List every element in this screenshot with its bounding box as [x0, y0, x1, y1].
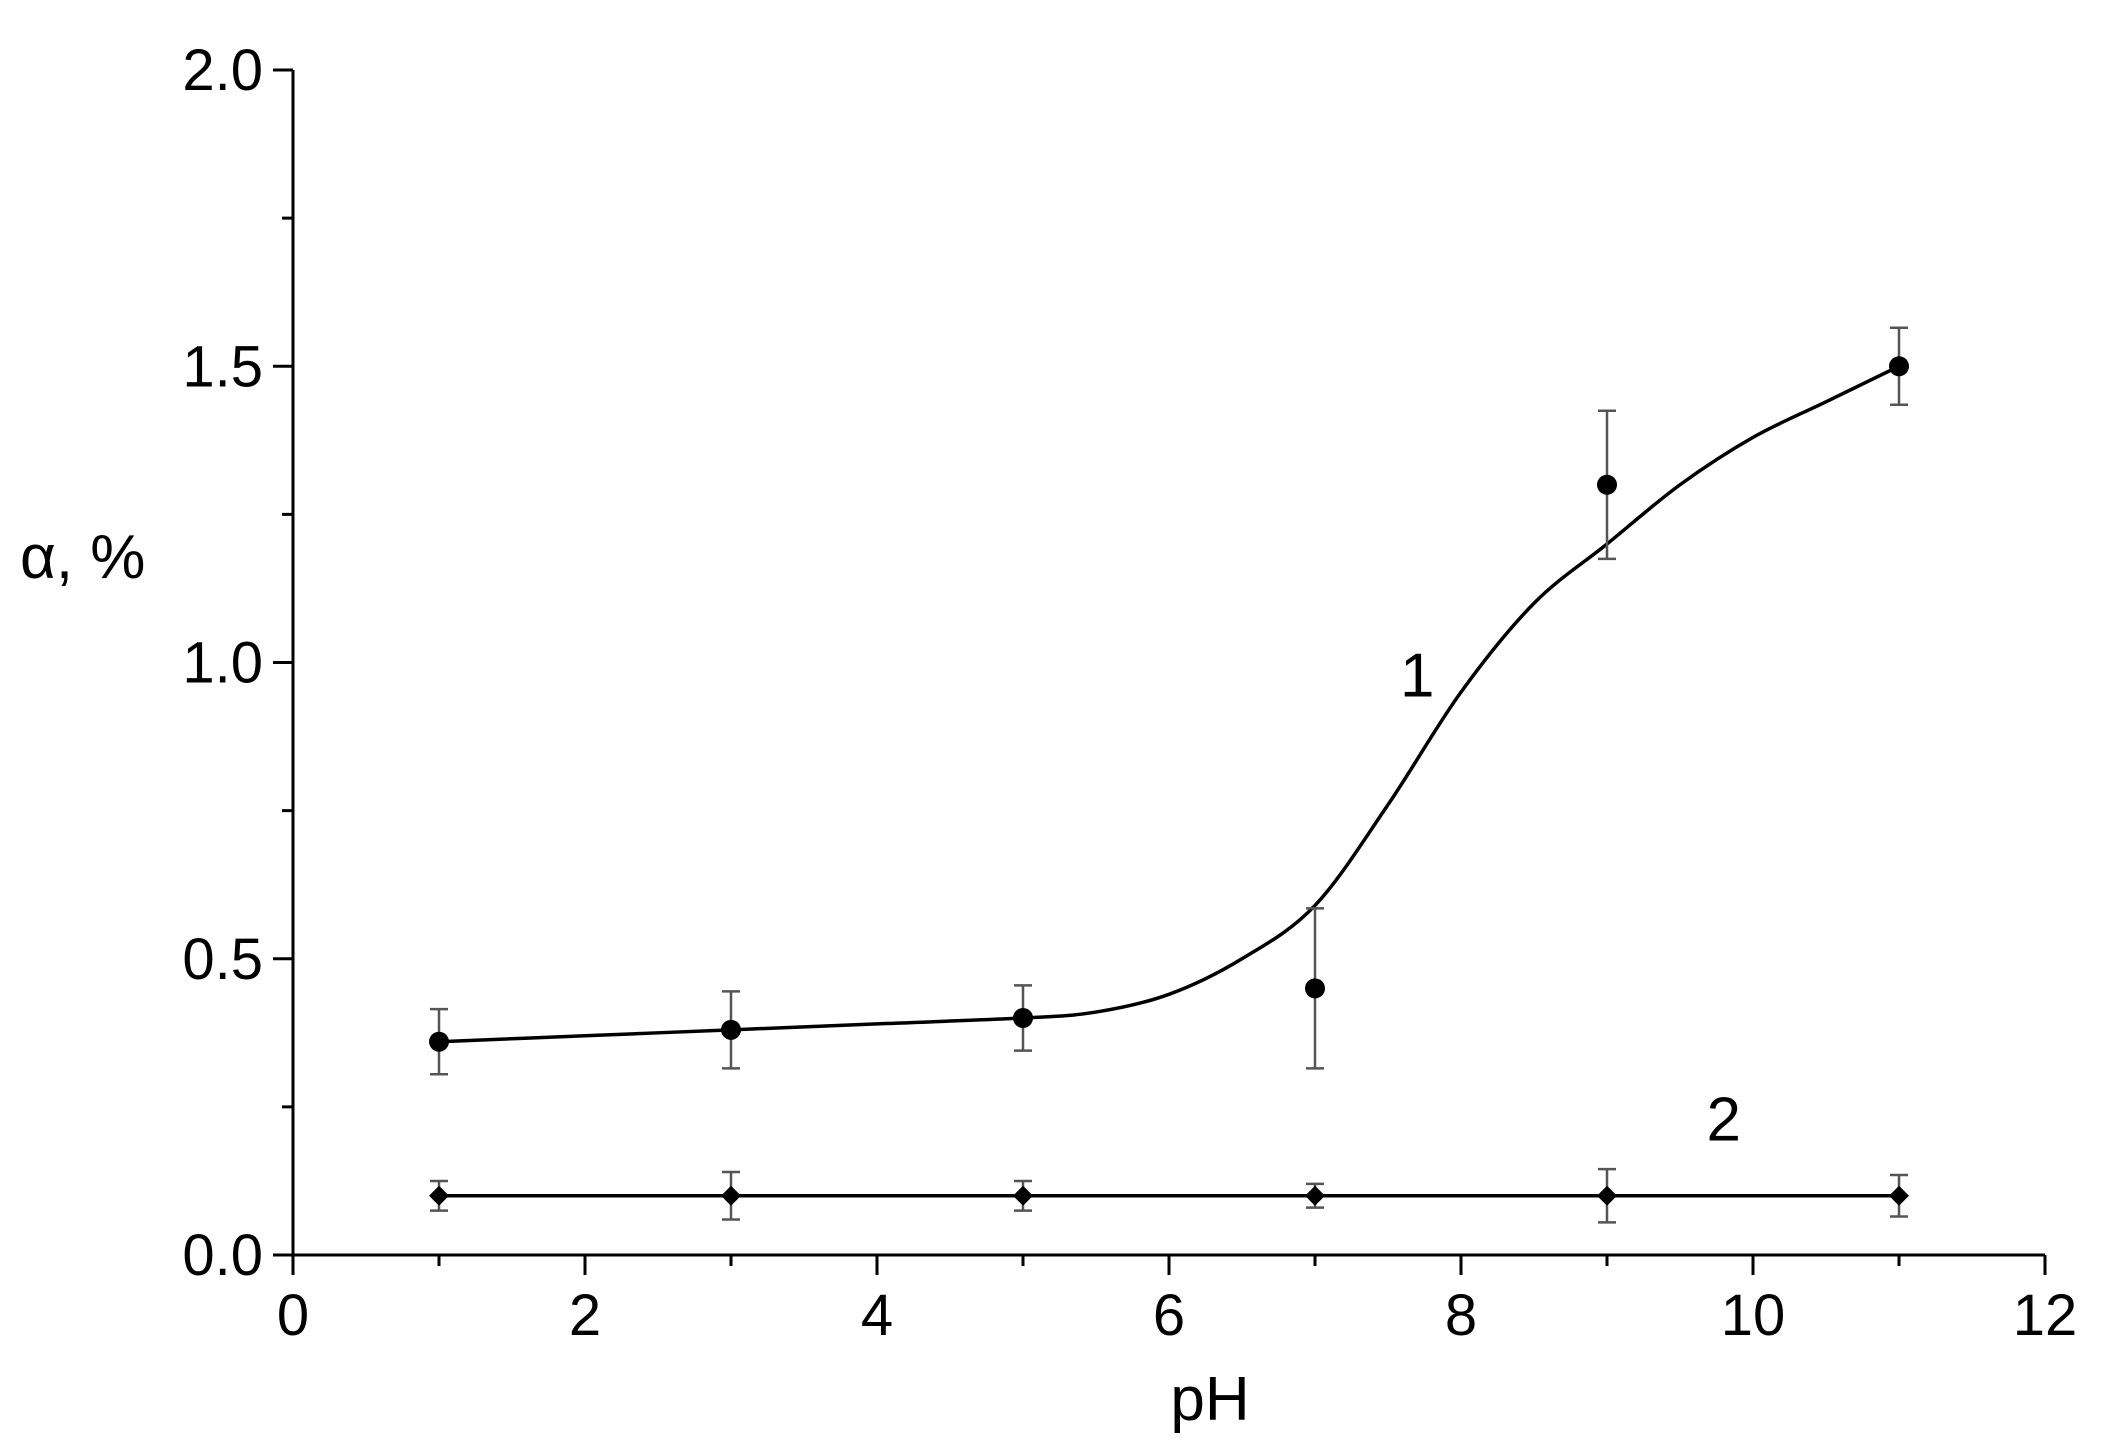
- y-tick-label: 0.5: [182, 927, 263, 992]
- data-point: [721, 1019, 741, 1040]
- data-point: [1305, 1185, 1325, 1206]
- x-tick-label: 4: [861, 1283, 893, 1348]
- data-point: [1013, 1008, 1033, 1028]
- x-tick-label: 8: [1445, 1283, 1477, 1348]
- y-tick-label: 1.5: [182, 334, 263, 399]
- series-layer: [429, 326, 1909, 1224]
- data-point: [1597, 1185, 1617, 1206]
- data-point: [1889, 1185, 1909, 1206]
- x-axis-title: pH: [1170, 1365, 1249, 1434]
- y-tick-label: 0.0: [182, 1223, 263, 1288]
- data-point: [429, 1031, 449, 1052]
- x-tick-label: 12: [2013, 1283, 2078, 1348]
- data-point: [1013, 1185, 1033, 1206]
- data-point: [1889, 356, 1909, 377]
- data-point: [1305, 978, 1325, 999]
- y-axis: 0.0 0.5 1.0 1.5 2.0: [182, 38, 295, 1288]
- annotations: 12: [1400, 641, 1741, 1154]
- series-2: [429, 1167, 1909, 1224]
- series-label: 1: [1400, 641, 1434, 710]
- series-label: 2: [1707, 1086, 1741, 1155]
- x-tick-label: 10: [1721, 1283, 1786, 1348]
- data-point: [721, 1185, 741, 1206]
- y-tick-label: 2.0: [182, 38, 263, 103]
- x-axis: 0 2 4 6 8 10 12: [277, 1253, 2078, 1348]
- x-tick-label: 6: [1153, 1283, 1185, 1348]
- y-axis-title: α, %: [20, 523, 145, 592]
- x-tick-label: 2: [569, 1283, 601, 1348]
- data-point: [429, 1185, 449, 1206]
- y-tick-label: 1.0: [182, 631, 263, 696]
- data-point: [1597, 474, 1617, 495]
- series-1: [429, 326, 1909, 1076]
- series-1-line: [438, 364, 1900, 1044]
- x-tick-label: 0: [277, 1283, 309, 1348]
